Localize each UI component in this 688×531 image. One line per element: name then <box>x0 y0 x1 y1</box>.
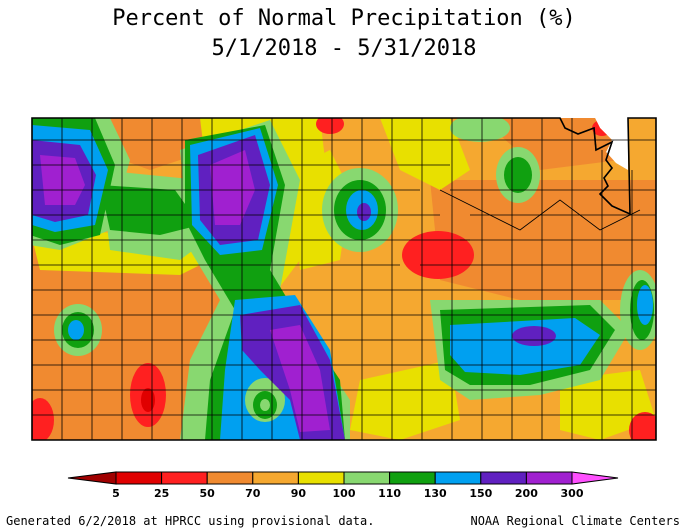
legend-tick-label: 110 <box>378 487 401 500</box>
legend-swatch <box>161 471 208 485</box>
river-boundary <box>559 117 631 215</box>
footer-attribution: NOAA Regional Climate Centers <box>470 514 680 528</box>
legend-arrow-high <box>571 471 619 485</box>
legend-tick-label: 5 <box>112 487 120 500</box>
legend-tick-label: 25 <box>154 487 169 500</box>
legend-swatch <box>434 471 482 485</box>
map-date-range: 5/1/2018 - 5/31/2018 <box>211 36 477 61</box>
footer-generated-note: Generated 6/2/2018 at HPRCC using provis… <box>6 514 375 528</box>
legend-swatch <box>206 471 254 485</box>
legend-swatch <box>525 471 573 485</box>
map-title: Percent of Normal Precipitation (%) <box>112 6 576 31</box>
legend-tick-label: 150 <box>469 487 492 500</box>
legend-swatch <box>297 471 345 485</box>
legend-tick-label: 100 <box>333 487 356 500</box>
legend-tick-label: 50 <box>200 487 216 500</box>
legend-swatch <box>252 471 299 485</box>
legend-arrow-low <box>67 471 117 485</box>
legend-swatch <box>115 471 163 485</box>
legend-tick-label: 200 <box>515 487 538 500</box>
legend-tick-label: 90 <box>291 487 307 500</box>
legend-swatch <box>480 471 527 485</box>
legend-tick-label: 70 <box>245 487 261 500</box>
legend-tick-label: 300 <box>561 487 584 500</box>
county-boundaries <box>32 118 656 440</box>
legend-swatch <box>343 471 391 485</box>
legend-tick-label: 130 <box>424 487 447 500</box>
legend-swatch <box>389 471 436 485</box>
